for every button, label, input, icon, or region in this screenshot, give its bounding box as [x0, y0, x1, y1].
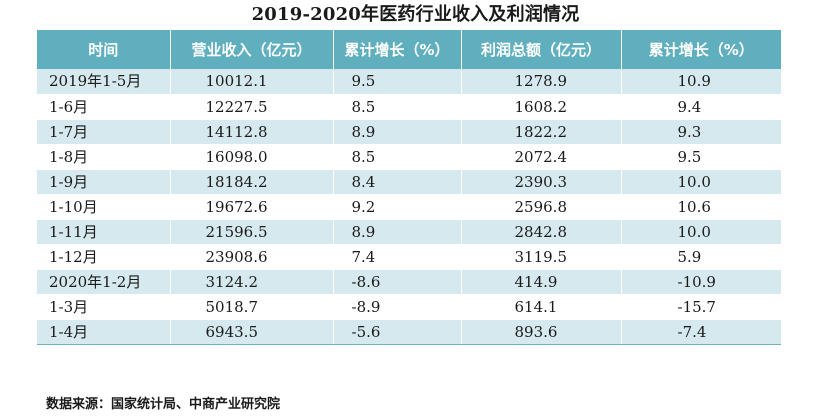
cell-profit: 2072.4 [461, 144, 622, 170]
cell-revenue-growth: 8.4 [333, 169, 462, 195]
header-revenue-growth: 累计增长（%） [333, 30, 462, 69]
cell-period: 1-11月 [37, 219, 171, 245]
cell-profit: 3119.5 [461, 244, 622, 270]
cell-period: 1-8月 [37, 144, 171, 170]
cell-profit: 1822.2 [461, 119, 622, 145]
cell-profit-growth: -7.4 [621, 319, 781, 345]
cell-revenue: 6943.5 [170, 319, 334, 345]
cell-profit-growth: 9.4 [621, 94, 781, 120]
cell-revenue: 16098.0 [170, 144, 334, 170]
table-row: 2020年1-2月 3124.2 -8.6 414.9 -10.9 [37, 269, 781, 295]
cell-profit-growth: -10.9 [621, 269, 781, 295]
table-row: 1-10月 19672.6 9.2 2596.8 10.6 [37, 194, 781, 220]
cell-profit-growth: 10.0 [621, 219, 781, 245]
table-title: 2019-2020年医药行业收入及利润情况 [251, 4, 580, 25]
header-revenue: 营业收入（亿元） [170, 30, 334, 69]
cell-profit-growth: -15.7 [621, 294, 781, 320]
cell-revenue-growth: 8.9 [333, 119, 462, 145]
cell-period: 1-7月 [37, 119, 171, 145]
cell-revenue: 14112.8 [170, 119, 334, 145]
cell-profit: 2596.8 [461, 194, 622, 220]
table-row: 1-6月 12227.5 8.5 1608.2 9.4 [37, 94, 781, 120]
table-row: 1-9月 18184.2 8.4 2390.3 10.0 [37, 169, 781, 195]
cell-revenue-growth: 8.5 [333, 144, 462, 170]
cell-revenue-growth: 9.2 [333, 194, 462, 220]
table-row: 1-4月 6943.5 -5.6 893.6 -7.4 [37, 319, 781, 345]
cell-period: 2020年1-2月 [37, 269, 171, 295]
header-profit: 利润总额（亿元） [461, 30, 622, 69]
cell-profit-growth: 9.3 [621, 119, 781, 145]
cell-revenue-growth: -8.6 [333, 269, 462, 295]
cell-profit: 893.6 [461, 319, 622, 345]
cell-profit: 414.9 [461, 269, 622, 295]
cell-profit-growth: 9.5 [621, 144, 781, 170]
cell-revenue-growth: 8.5 [333, 94, 462, 120]
cell-revenue: 5018.7 [170, 294, 334, 320]
cell-period: 1-4月 [37, 319, 171, 345]
cell-profit-growth: 5.9 [621, 244, 781, 270]
header-profit-growth: 累计增长（%） [621, 30, 781, 69]
cell-profit: 1278.9 [461, 69, 622, 95]
cell-revenue: 3124.2 [170, 269, 334, 295]
cell-revenue: 21596.5 [170, 219, 334, 245]
header-row: 时间 营业收入（亿元） 累计增长（%） 利润总额（亿元） 累计增长（%） [37, 30, 781, 69]
cell-revenue-growth: 8.9 [333, 219, 462, 245]
data-table: 时间 营业收入（亿元） 累计增长（%） 利润总额（亿元） 累计增长（%） 201… [37, 30, 781, 345]
cell-revenue: 10012.1 [170, 69, 334, 95]
cell-period: 1-3月 [37, 294, 171, 320]
header-period: 时间 [37, 30, 171, 69]
table-row: 2019年1-5月 10012.1 9.5 1278.9 10.9 [37, 69, 781, 95]
cell-period: 1-10月 [37, 194, 171, 220]
table-row: 1-8月 16098.0 8.5 2072.4 9.5 [37, 144, 781, 170]
data-source: 数据来源：国家统计局、中商产业研究院 [46, 397, 281, 412]
cell-profit: 1608.2 [461, 94, 622, 120]
cell-profit-growth: 10.6 [621, 194, 781, 220]
cell-period: 2019年1-5月 [37, 69, 171, 95]
cell-period: 1-9月 [37, 169, 171, 195]
table-row: 1-7月 14112.8 8.9 1822.2 9.3 [37, 119, 781, 145]
table-row: 1-12月 23908.6 7.4 3119.5 5.9 [37, 244, 781, 270]
cell-revenue-growth: 7.4 [333, 244, 462, 270]
cell-revenue: 23908.6 [170, 244, 334, 270]
table-row: 1-3月 5018.7 -8.9 614.1 -15.7 [37, 294, 781, 320]
cell-revenue: 12227.5 [170, 94, 334, 120]
cell-profit: 2390.3 [461, 169, 622, 195]
cell-revenue-growth: -8.9 [333, 294, 462, 320]
cell-profit: 614.1 [461, 294, 622, 320]
cell-period: 1-12月 [37, 244, 171, 270]
cell-profit-growth: 10.0 [621, 169, 781, 195]
cell-revenue-growth: -5.6 [333, 319, 462, 345]
cell-profit: 2842.8 [461, 219, 622, 245]
table-row: 1-11月 21596.5 8.9 2842.8 10.0 [37, 219, 781, 245]
cell-revenue: 18184.2 [170, 169, 334, 195]
cell-profit-growth: 10.9 [621, 69, 781, 95]
cell-revenue: 19672.6 [170, 194, 334, 220]
cell-revenue-growth: 9.5 [333, 69, 462, 95]
cell-period: 1-6月 [37, 94, 171, 120]
